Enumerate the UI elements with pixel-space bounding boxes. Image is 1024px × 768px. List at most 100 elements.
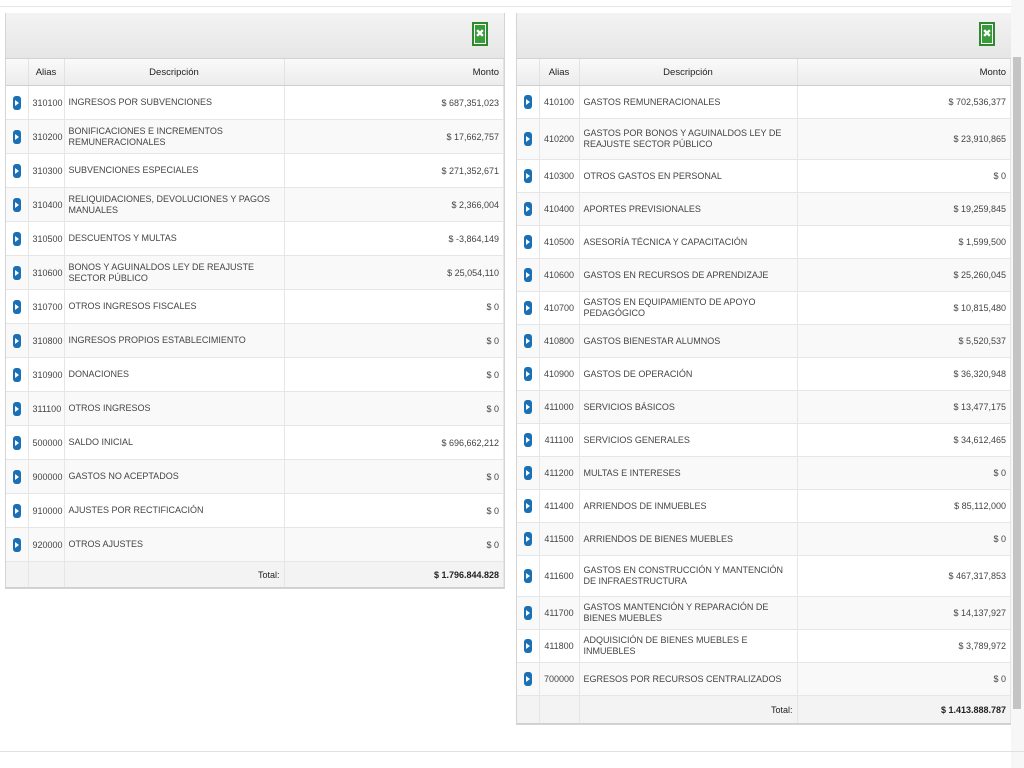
chevron-right-icon[interactable] xyxy=(523,433,532,447)
monto-cell: $ 0 xyxy=(284,357,504,392)
chevron-right-icon[interactable] xyxy=(523,499,532,513)
descripcion-column-header[interactable]: Descripción xyxy=(579,59,798,86)
alias-cell: 410800 xyxy=(539,324,580,358)
table-row[interactable]: 411700 GASTOS MANTENCIÓN Y REPARACIÓN DE … xyxy=(517,596,1011,630)
alias-cell: 411700 xyxy=(539,596,580,630)
table-row[interactable]: 410300 OTROS GASTOS EN PERSONAL $ 0 xyxy=(517,159,1011,193)
table-row[interactable]: 310500 DESCUENTOS Y MULTAS $ -3,864,149 xyxy=(6,221,504,256)
chevron-right-icon[interactable] xyxy=(12,299,21,314)
chevron-right-icon[interactable] xyxy=(12,367,21,382)
table-row[interactable]: 411100 SERVICIOS GENERALES $ 34,612,465 xyxy=(517,423,1011,457)
page-scrollbar-thumb[interactable] xyxy=(1013,57,1021,709)
chevron-right-icon[interactable] xyxy=(523,268,532,282)
excel-export-icon[interactable] xyxy=(472,22,488,46)
chevron-right-icon[interactable] xyxy=(523,95,532,109)
table-row[interactable]: 410600 GASTOS EN RECURSOS DE APRENDIZAJE $… xyxy=(517,258,1011,292)
table-row[interactable]: 410800 GASTOS BIENESTAR ALUMNOS $ 5,520,53… xyxy=(517,324,1011,358)
table-row[interactable]: 900000 GASTOS NO ACEPTADOS $ 0 xyxy=(6,459,504,494)
descripcion-cell: SALDO INICIAL xyxy=(64,425,285,460)
chevron-right-icon[interactable] xyxy=(523,132,532,146)
alias-cell: 410700 xyxy=(539,291,580,325)
table-row[interactable]: 310400 RELIQUIDACIONES, DEVOLUCIONES Y PA… xyxy=(6,187,504,222)
chevron-right-icon[interactable] xyxy=(523,202,532,216)
monto-cell: $ 0 xyxy=(284,323,504,358)
monto-cell: $ 0 xyxy=(284,459,504,494)
monto-column-header[interactable]: Monto xyxy=(797,59,1011,86)
descripcion-cell: GASTOS REMUNERACIONALES xyxy=(579,85,798,119)
chevron-right-icon[interactable] xyxy=(523,532,532,546)
row-action-cell xyxy=(517,662,540,696)
chevron-right-icon[interactable] xyxy=(523,169,532,183)
top-divider xyxy=(0,6,1024,7)
table-row[interactable]: 310900 DONACIONES $ 0 xyxy=(6,357,504,392)
row-action-cell xyxy=(6,153,29,188)
table-row[interactable]: 500000 SALDO INICIAL $ 696,662,212 xyxy=(6,425,504,460)
chevron-right-icon[interactable] xyxy=(12,231,21,246)
table-row[interactable]: 411400 ARRIENDOS DE INMUEBLES $ 85,112,000 xyxy=(517,489,1011,523)
table-row[interactable]: 411600 GASTOS EN CONSTRUCCIÓN Y MANTENCIÓ… xyxy=(517,555,1011,597)
table-row[interactable]: 411200 MULTAS E INTERESES $ 0 xyxy=(517,456,1011,490)
chevron-right-icon[interactable] xyxy=(523,569,532,583)
chevron-right-icon[interactable] xyxy=(12,265,21,280)
row-action-cell xyxy=(517,456,540,490)
chevron-right-icon[interactable] xyxy=(12,401,21,416)
descripcion-cell: MULTAS E INTERESES xyxy=(579,456,798,490)
chevron-right-icon[interactable] xyxy=(523,367,532,381)
descripcion-cell: SUBVENCIONES ESPECIALES xyxy=(64,153,285,188)
monto-column-header[interactable]: Monto xyxy=(284,59,504,86)
total-label: Total: xyxy=(579,695,798,724)
table-row[interactable]: 410500 ASESORÍA TÉCNICA Y CAPACITACIÓN $ 1… xyxy=(517,225,1011,259)
table-row[interactable]: 310300 SUBVENCIONES ESPECIALES $ 271,352,6… xyxy=(6,153,504,188)
alias-cell: 411400 xyxy=(539,489,580,523)
total-blank-cell xyxy=(539,695,580,724)
descripcion-cell: GASTOS EN EQUIPAMIENTO DE APOYO PEDAGÓGI… xyxy=(579,291,798,325)
alias-cell: 500000 xyxy=(28,425,65,460)
monto-cell: $ 0 xyxy=(797,662,1011,696)
table-row[interactable]: 310800 INGRESOS PROPIOS ESTABLECIMIENTO $ … xyxy=(6,323,504,358)
chevron-right-icon[interactable] xyxy=(523,672,532,686)
descripcion-cell: ARRIENDOS DE BIENES MUEBLES xyxy=(579,522,798,556)
chevron-right-icon[interactable] xyxy=(12,469,21,484)
table-row[interactable]: 310200 BONIFICACIONES E INCREMENTOS REMUN… xyxy=(6,119,504,154)
descripcion-column-header[interactable]: Descripción xyxy=(64,59,285,86)
chevron-right-icon[interactable] xyxy=(12,163,21,178)
chevron-right-icon[interactable] xyxy=(523,639,532,653)
table-row[interactable]: 700000 EGRESOS POR RECURSOS CENTRALIZADOS… xyxy=(517,662,1011,696)
descripcion-cell: BONOS Y AGUINALDOS LEY DE REAJUSTE SECTO… xyxy=(64,255,285,290)
table-row[interactable]: 311100 OTROS INGRESOS $ 0 xyxy=(6,391,504,426)
alias-column-header[interactable]: Alias xyxy=(539,59,580,86)
table-row[interactable]: 410900 GASTOS DE OPERACIÓN $ 36,320,948 xyxy=(517,357,1011,391)
table-row[interactable]: 410200 GASTOS POR BONOS Y AGUINALDOS LEY … xyxy=(517,118,1011,160)
monto-cell: $ 0 xyxy=(284,391,504,426)
row-action-cell xyxy=(6,493,29,528)
table-row[interactable]: 410100 GASTOS REMUNERACIONALES $ 702,536,3… xyxy=(517,85,1011,119)
chevron-right-icon[interactable] xyxy=(12,95,21,110)
chevron-right-icon[interactable] xyxy=(523,606,532,620)
chevron-right-icon[interactable] xyxy=(523,235,532,249)
table-row[interactable]: 910000 AJUSTES POR RECTIFICACIÓN $ 0 xyxy=(6,493,504,528)
chevron-right-icon[interactable] xyxy=(12,537,21,552)
table-row[interactable]: 410400 APORTES PREVISIONALES $ 19,259,845 xyxy=(517,192,1011,226)
table-row[interactable]: 310700 OTROS INGRESOS FISCALES $ 0 xyxy=(6,289,504,324)
alias-cell: 310600 xyxy=(28,255,65,290)
chevron-right-icon[interactable] xyxy=(523,466,532,480)
table-row[interactable]: 310600 BONOS Y AGUINALDOS LEY DE REAJUSTE… xyxy=(6,255,504,290)
chevron-right-icon[interactable] xyxy=(12,435,21,450)
excel-export-icon[interactable] xyxy=(979,22,995,46)
monto-cell: $ 702,536,377 xyxy=(797,85,1011,119)
table-row[interactable]: 310100 INGRESOS POR SUBVENCIONES $ 687,351… xyxy=(6,85,504,120)
chevron-right-icon[interactable] xyxy=(523,400,532,414)
alias-column-header[interactable]: Alias xyxy=(28,59,65,86)
chevron-right-icon[interactable] xyxy=(12,333,21,348)
chevron-right-icon[interactable] xyxy=(523,334,532,348)
alias-cell: 310700 xyxy=(28,289,65,324)
table-row[interactable]: 920000 OTROS AJUSTES $ 0 xyxy=(6,527,504,562)
chevron-right-icon[interactable] xyxy=(12,197,21,212)
chevron-right-icon[interactable] xyxy=(12,129,21,144)
chevron-right-icon[interactable] xyxy=(12,503,21,518)
table-row[interactable]: 411800 ADQUISICIÓN DE BIENES MUEBLES E IN… xyxy=(517,629,1011,663)
table-row[interactable]: 410700 GASTOS EN EQUIPAMIENTO DE APOYO PE… xyxy=(517,291,1011,325)
table-row[interactable]: 411500 ARRIENDOS DE BIENES MUEBLES $ 0 xyxy=(517,522,1011,556)
chevron-right-icon[interactable] xyxy=(523,301,532,315)
table-row[interactable]: 411000 SERVICIOS BÁSICOS $ 13,477,175 xyxy=(517,390,1011,424)
